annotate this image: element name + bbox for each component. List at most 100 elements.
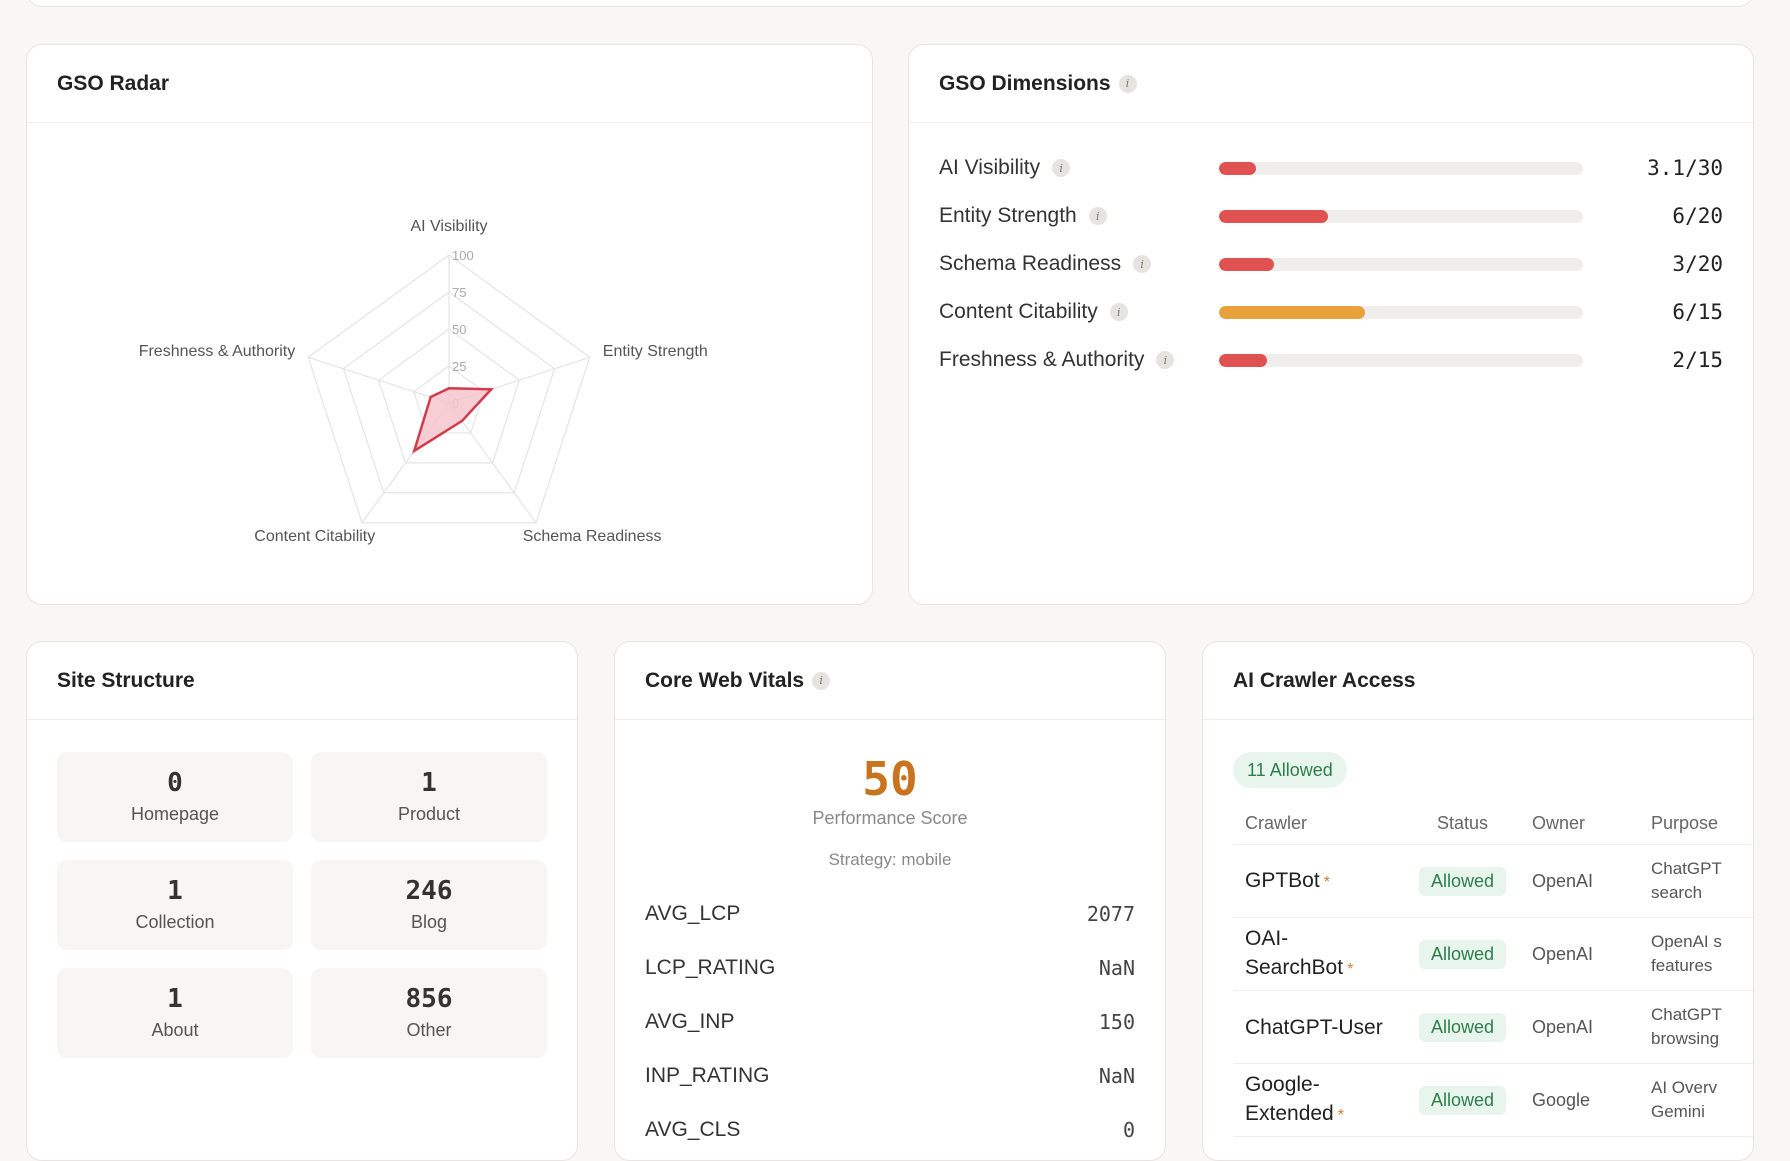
site-structure-card: Site Structure 0 Homepage 1 Product 1 Collect… — [26, 641, 578, 1161]
radar-grid-ring — [307, 254, 591, 524]
dimension-label: Freshness & Authority i — [939, 348, 1219, 372]
tile-count: 1 — [421, 768, 437, 798]
dimension-row: Schema Readiness i 3/20 — [939, 249, 1723, 279]
vital-value: 0 — [1122, 1118, 1135, 1142]
crawler-status-cell: Allowed — [1405, 1085, 1520, 1115]
dimension-row: Entity Strength i 6/20 — [939, 201, 1723, 231]
purpose-line2: search — [1651, 883, 1703, 902]
crawler-name-line1: OAI- — [1245, 927, 1289, 950]
tile-count: 0 — [167, 768, 183, 798]
structure-tile-other: 856 Other — [311, 968, 547, 1058]
dimension-bar-track — [1219, 209, 1583, 223]
tile-label: Blog — [410, 912, 448, 932]
crawler-row[interactable]: GPTBot * Allowed OpenAI ChatGPT search — [1233, 845, 1753, 918]
gso-dimensions-header: GSO Dimensions i — [909, 45, 1753, 123]
dimension-value: 3.1/30 — [1647, 156, 1723, 180]
gso-radar-header: GSO Radar — [27, 45, 872, 123]
crawler-rows: GPTBot * Allowed OpenAI ChatGPT search OAI- Sea… — [1233, 845, 1753, 1137]
crawler-owner: OpenAI — [1532, 943, 1594, 964]
vital-key: AVG_LCP — [645, 902, 741, 925]
col-purpose: Purpose — [1651, 813, 1719, 833]
gso-radar-card: GSO Radar 0255075100 AI VisibilityEntity… — [26, 44, 873, 605]
radar-axis-label: Content Citability — [254, 528, 375, 545]
col-status: Status — [1436, 812, 1489, 833]
radar-tick-label: 75 — [452, 285, 466, 300]
dimension-label: AI Visibility i — [939, 156, 1219, 180]
dimension-bar-track — [1219, 257, 1583, 271]
radar-tick-label: 25 — [452, 359, 466, 374]
structure-tile-collection: 1 Collection — [57, 860, 293, 950]
info-icon[interactable]: i — [1109, 303, 1128, 321]
dimension-bar-fill — [1219, 353, 1268, 367]
crawler-name: GPTBot — [1245, 868, 1320, 892]
radar-tick-label: 50 — [452, 322, 466, 337]
vital-key: AVG_INP — [645, 1010, 735, 1033]
crawler-row[interactable]: ChatGPT-User Allowed OpenAI ChatGPT browsing — [1233, 991, 1753, 1064]
recommended-star-icon: * — [1347, 961, 1354, 978]
site-structure-header: Site Structure — [27, 642, 577, 720]
purpose-line1: AI Overv — [1651, 1078, 1718, 1097]
radar-labels: AI Visibility Entity Strength Schema Readi… — [139, 218, 708, 545]
dimension-label: Content Citability i — [939, 300, 1219, 324]
performance-score: 50 — [862, 752, 918, 806]
crawler-table-header: Crawler Status Owner Purpose — [1233, 802, 1753, 845]
crawler-name-line2: Extended — [1245, 1102, 1334, 1125]
info-icon[interactable]: i — [812, 671, 831, 690]
crawler-row[interactable]: Google- Extended * Allowed Google AI Overv Gem… — [1233, 1064, 1753, 1137]
crawler-status-cell: Allowed — [1405, 1012, 1520, 1042]
dimension-bar-fill — [1219, 257, 1274, 271]
vital-key: INP_RATING — [645, 1064, 770, 1087]
crawler-status-cell: Allowed — [1405, 866, 1520, 896]
crawler-purpose: ChatGPT browsing — [1637, 1003, 1753, 1051]
radar-spoke — [308, 356, 450, 404]
crawler-name-cell: ChatGPT-User — [1233, 1013, 1405, 1042]
radar-grid-ring — [413, 365, 485, 434]
ai-crawler-card: AI Crawler Access 11 Allowed Crawler Sta… — [1202, 641, 1754, 1161]
dimension-row: Freshness & Authority i 2/15 — [939, 345, 1723, 375]
structure-tile-homepage: 0 Homepage — [57, 752, 293, 842]
tile-count: 1 — [167, 984, 183, 1014]
radar-ticks: 0255075100 — [452, 248, 474, 411]
dimension-row: AI Visibility i 3.1/30 — [939, 153, 1723, 183]
crawler-owner: OpenAI — [1532, 1016, 1594, 1037]
performance-score-label: Performance Score — [812, 808, 968, 828]
dimension-label-text: Schema Readiness — [939, 252, 1122, 275]
info-icon[interactable]: i — [1156, 351, 1175, 369]
gso-dimensions-title: GSO Dimensions — [939, 71, 1111, 95]
radar-axis-label: AI Visibility — [410, 218, 487, 235]
crawler-name: ChatGPT-User — [1245, 1015, 1383, 1039]
dimension-label-text: Freshness & Authority — [939, 348, 1145, 371]
top-card — [26, 0, 1754, 7]
info-icon[interactable]: i — [1052, 159, 1071, 177]
tile-count: 246 — [405, 876, 453, 906]
purpose-line1: ChatGPT — [1651, 1005, 1722, 1024]
info-icon[interactable]: i — [1133, 255, 1152, 273]
dimension-bar-track — [1219, 353, 1583, 367]
dimension-label-text: Entity Strength — [939, 204, 1077, 227]
crawler-row[interactable]: OAI- SearchBot * Allowed OpenAI OpenAI s featu… — [1233, 918, 1753, 991]
radar-grid-ring — [377, 328, 521, 464]
info-icon[interactable]: i — [1118, 74, 1137, 93]
col-owner: Owner — [1532, 812, 1586, 833]
crawler-owner: OpenAI — [1532, 870, 1594, 891]
tile-label: Product — [397, 804, 461, 824]
radar-data-polygon — [412, 386, 495, 454]
dimension-bar-fill — [1219, 209, 1329, 223]
info-icon[interactable]: i — [1088, 207, 1107, 225]
ai-crawler-header: AI Crawler Access — [1203, 642, 1753, 720]
dimension-bar-fill — [1219, 305, 1365, 319]
dimension-bar-track — [1219, 161, 1583, 175]
crawler-table: Crawler Status Owner Purpose GPTBot * Allo… — [1233, 802, 1753, 1137]
dimension-value: 6/20 — [1672, 204, 1723, 228]
vital-value: NaN — [1098, 956, 1135, 980]
dimension-label-text: AI Visibility — [939, 156, 1041, 179]
core-web-vitals-header: Core Web Vitals i — [615, 642, 1165, 720]
radar-spoke — [448, 402, 537, 524]
tile-label: About — [151, 1020, 199, 1040]
tile-label: Other — [406, 1020, 452, 1040]
dimension-value: 3/20 — [1672, 252, 1723, 276]
status-badge: Allowed — [1418, 1085, 1507, 1115]
vital-row: LCP_RATING NaN — [645, 953, 1135, 983]
purpose-line2: Gemini — [1651, 1102, 1705, 1121]
